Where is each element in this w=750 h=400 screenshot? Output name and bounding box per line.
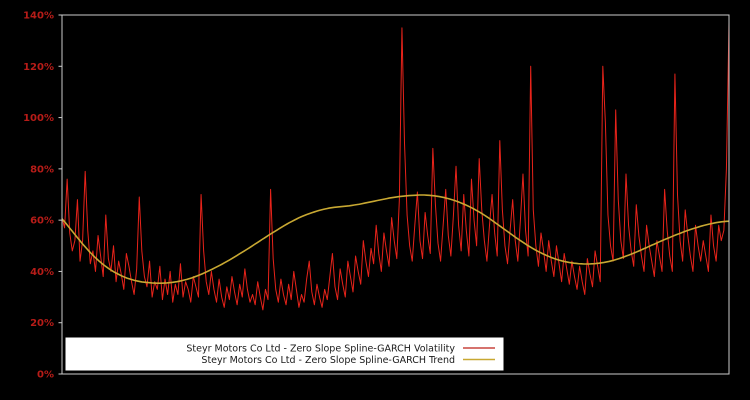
y-axis-ticks: 0% 20% 40% 60% 80% 100% 120% 140% bbox=[23, 11, 62, 381]
trend-series-line bbox=[61, 194, 730, 285]
legend-box bbox=[65, 337, 504, 371]
y-axis-tick-label: 100% bbox=[23, 113, 54, 124]
y-axis-tick-label: 80% bbox=[30, 164, 54, 175]
y-axis-tick-label: 40% bbox=[30, 267, 54, 278]
y-axis-tick-label: 60% bbox=[30, 216, 54, 227]
y-axis-tick-label: 0% bbox=[37, 370, 54, 381]
y-axis-tick-label: 140% bbox=[23, 11, 54, 22]
y-axis-tick-label: 20% bbox=[30, 318, 54, 329]
volatility-series-line bbox=[61, 22, 730, 311]
plot-frame-border bbox=[61, 14, 730, 375]
chart-legend[interactable]: Steyr Motors Co Ltd - Zero Slope Spline-… bbox=[65, 337, 504, 371]
data-series-group bbox=[61, 22, 730, 311]
legend-entry-label[interactable]: Steyr Motors Co Ltd - Zero Slope Spline-… bbox=[186, 344, 455, 355]
y-axis-tick-label: 120% bbox=[23, 62, 54, 73]
plot-area-background bbox=[62, 15, 729, 374]
legend-entry-label[interactable]: Steyr Motors Co Ltd - Zero Slope Spline-… bbox=[201, 355, 455, 366]
